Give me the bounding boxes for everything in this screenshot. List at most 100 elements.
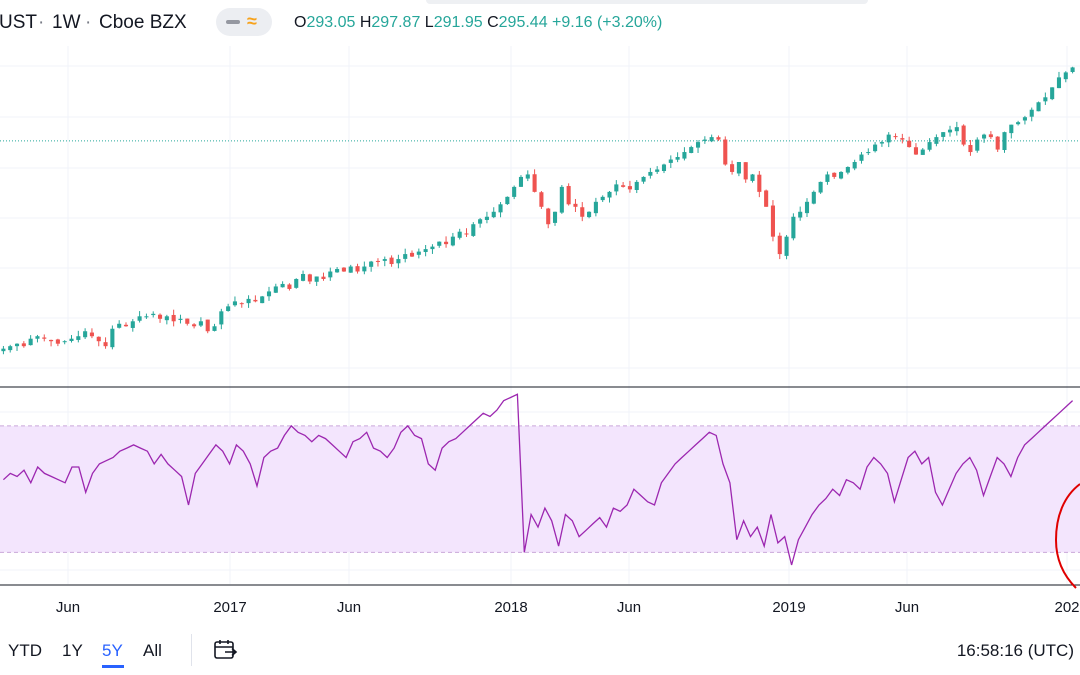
candle-body [1056, 77, 1062, 89]
price-candle [566, 183, 571, 206]
candle-body [348, 266, 353, 273]
calendar-goto-icon[interactable] [212, 638, 238, 662]
candle-body [69, 338, 74, 342]
candle-body [96, 336, 101, 342]
close-value: 295.44 [498, 14, 548, 31]
candle-body [498, 204, 503, 213]
price-candle [157, 313, 163, 323]
candle-body [226, 306, 231, 312]
candle-body [1009, 124, 1014, 134]
price-candle [253, 295, 258, 303]
chart-canvas[interactable]: Jun 2017 Jun 2018 Jun 2019 Jun 202 [0, 0, 1080, 624]
price-candle [593, 197, 598, 217]
toolbar-shadow [426, 0, 868, 4]
price-candle [777, 232, 782, 260]
price-candle [587, 211, 592, 219]
price-candle [42, 334, 47, 342]
candle-body [484, 216, 489, 220]
candle-body [907, 140, 912, 148]
wave-icon[interactable]: ≈ [247, 11, 257, 31]
candle-body [1036, 102, 1041, 112]
candle-body [362, 266, 367, 272]
candle-body [736, 162, 741, 174]
candle-body [947, 129, 953, 133]
price-candle [689, 145, 694, 154]
price-candle [137, 311, 142, 323]
price-candle [873, 142, 878, 153]
candle-body [14, 343, 20, 347]
candle-body [730, 164, 735, 172]
candle-body [21, 343, 26, 347]
price-candle [518, 175, 524, 188]
candle-body [920, 149, 925, 155]
minus-icon[interactable] [226, 20, 240, 24]
price-candle [1050, 87, 1055, 101]
price-candle [709, 134, 714, 143]
candle-body [273, 286, 278, 293]
candle-body [416, 251, 421, 255]
price-candle [55, 338, 60, 347]
candle-body [314, 276, 319, 282]
price-candle [239, 302, 244, 308]
price-candle [171, 309, 176, 327]
price-candle [934, 134, 939, 147]
price-candle [1029, 107, 1034, 122]
candle-body [975, 139, 980, 151]
range-5y-button[interactable]: 5Y [102, 641, 123, 660]
candle-body [375, 260, 381, 262]
price-candle [280, 281, 285, 288]
price-candle [539, 190, 544, 209]
price-candle [675, 152, 680, 163]
price-candle [1043, 92, 1048, 105]
candle-body [634, 181, 639, 190]
interval-label[interactable]: 1W [52, 12, 81, 33]
candle-body [593, 201, 598, 214]
candle-body [266, 291, 272, 297]
price-candle [151, 311, 156, 318]
utc-clock[interactable]: 16:58:16 (UTC) [956, 641, 1074, 660]
symbol-name[interactable]: UST [0, 12, 37, 33]
candle-body [988, 134, 993, 138]
price-candle [396, 254, 401, 269]
price-candle [920, 148, 925, 155]
candle-body [559, 186, 564, 213]
candle-body [723, 139, 728, 165]
price-candle [369, 260, 374, 272]
price-candle [76, 330, 81, 343]
price-candle [995, 136, 1000, 153]
candle-body [164, 316, 169, 321]
price-candle [546, 207, 551, 229]
indicator-toggle-pill[interactable]: ≈ [216, 8, 272, 36]
price-candle [968, 140, 973, 156]
price-candle [886, 132, 891, 148]
price-candle [736, 161, 741, 177]
price-candle [580, 202, 585, 222]
candle-body [110, 328, 115, 348]
candle-body [682, 152, 687, 159]
candle-body [389, 257, 394, 265]
price-candle [552, 211, 558, 226]
candle-body [35, 336, 40, 339]
range-ytd-button[interactable]: YTD [8, 641, 42, 660]
price-candle [913, 143, 919, 155]
range-1y-button[interactable]: 1Y [62, 641, 83, 660]
price-candle [375, 258, 381, 267]
price-candle [307, 273, 312, 285]
candle-body [552, 211, 558, 223]
price-candle [614, 180, 619, 196]
candle-body [607, 191, 612, 198]
candle-body [750, 174, 755, 181]
bottom-toolbar: YTD 1Y 5Y All 16:58:16 (UTC) [0, 624, 1080, 675]
price-candle [185, 318, 190, 326]
exchange-label: Cboe BZX [99, 12, 187, 33]
price-candle [695, 140, 701, 153]
candle-body [566, 186, 571, 205]
candle-body [301, 274, 306, 281]
separator-dot: · [38, 12, 45, 33]
price-candle [49, 339, 54, 347]
price-candle [954, 121, 959, 136]
range-all-button[interactable]: All [143, 641, 162, 660]
price-candle [573, 198, 578, 212]
candle-body [695, 142, 701, 148]
time-axis-labels: Jun 2017 Jun 2018 Jun 2019 Jun 202 [56, 599, 1080, 616]
